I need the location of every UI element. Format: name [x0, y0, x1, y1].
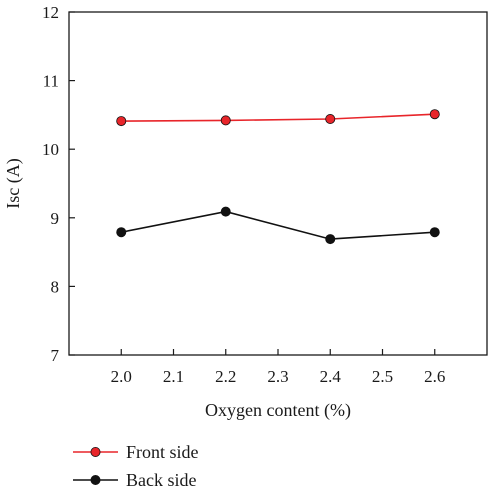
x-tick-label: 2.5 — [372, 367, 393, 386]
data-point-front-side — [116, 116, 127, 127]
legend-marker-front-side — [90, 446, 101, 457]
x-tick-label: 2.2 — [215, 367, 236, 386]
data-point-back-side — [325, 234, 336, 245]
y-tick-label: 8 — [51, 277, 60, 296]
y-tick-label: 10 — [42, 140, 59, 159]
x-tick-label: 2.6 — [424, 367, 445, 386]
data-point-front-side — [325, 114, 336, 125]
legend: Front side Back side — [73, 442, 199, 490]
legend-marker-back-side — [90, 474, 101, 485]
x-tick-label: 2.1 — [163, 367, 184, 386]
y-tick-label: 12 — [42, 3, 59, 22]
axes: 7 8 9 10 11 12 2.0 2.1 2.2 2.3 2.4 2.5 2.6 — [42, 3, 488, 386]
x-tick-label: 2.0 — [111, 367, 132, 386]
data-point-back-side — [116, 227, 127, 238]
data-point-back-side — [429, 227, 440, 238]
y-tick-label: 7 — [51, 346, 60, 365]
data-point-back-side — [220, 206, 231, 217]
legend-label-front-side: Front side — [126, 442, 199, 462]
plot-frame — [68, 11, 488, 356]
y-tick-label: 9 — [51, 209, 60, 228]
data-point-front-side — [429, 109, 440, 120]
data-point-front-side — [220, 115, 231, 126]
x-tick-label: 2.3 — [267, 367, 288, 386]
series-line-back-side — [121, 210, 435, 240]
series-line-front-side — [121, 113, 435, 122]
y-tick-label: 11 — [43, 72, 59, 91]
y-axis-title: Isc (A) — [3, 158, 24, 208]
legend-label-back-side: Back side — [126, 470, 196, 490]
x-axis-title: Oxygen content (%) — [205, 400, 351, 421]
plot-area — [116, 109, 440, 245]
x-tick-label: 2.4 — [320, 367, 342, 386]
